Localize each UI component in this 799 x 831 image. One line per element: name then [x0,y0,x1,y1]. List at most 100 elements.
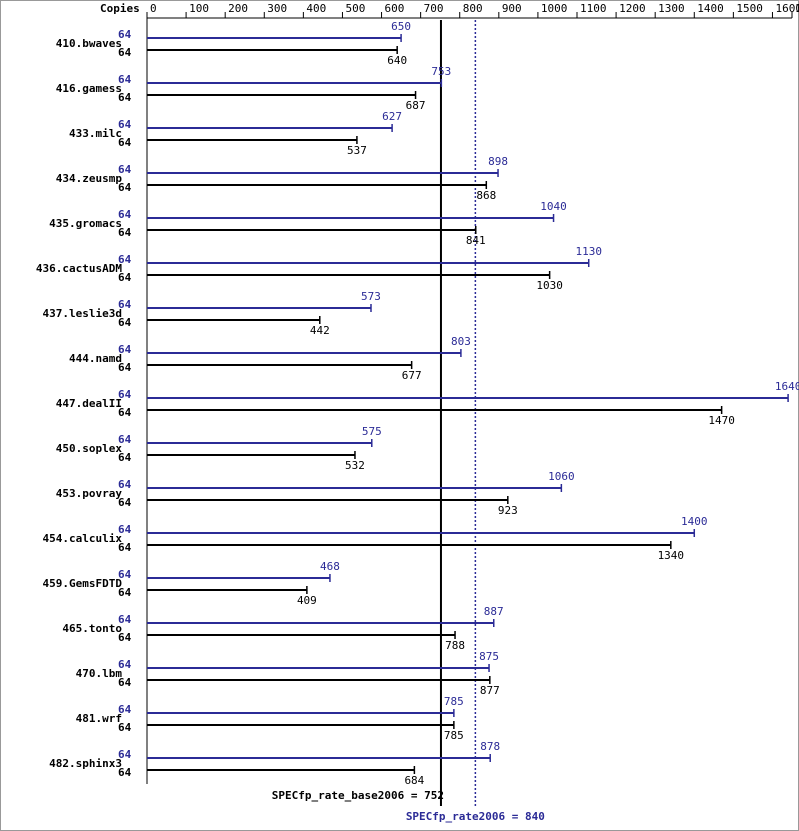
value-label: 409 [297,594,317,607]
x-tick-label: 900 [502,2,522,15]
x-tick-label: 200 [228,2,248,15]
value-label: 923 [498,504,518,517]
copies-label: 64 [118,298,132,311]
benchmark-label: 435.gromacs [49,217,122,230]
benchmark-label: 447.dealII [56,397,122,410]
x-tick-label: 500 [345,2,365,15]
copies-label: 64 [118,91,132,104]
value-label: 1400 [681,515,708,528]
value-label: 875 [479,650,499,663]
benchmark-label: 450.soplex [56,442,123,455]
benchmark-label: 434.zeusmp [56,172,123,185]
value-label: 753 [431,65,451,78]
copies-label: 64 [118,676,132,689]
x-tick-label: 600 [385,2,405,15]
value-label: 803 [451,335,471,348]
value-label: 573 [361,290,381,303]
x-tick-label: 0 [150,2,157,15]
benchmark-label: 453.povray [56,487,123,500]
copies-label: 64 [118,478,132,491]
copies-label: 64 [118,253,132,266]
value-label: 1030 [536,279,563,292]
copies-label: 64 [118,451,132,464]
benchmark-label: 481.wrf [76,712,122,725]
copies-label: 64 [118,406,132,419]
value-label: 627 [382,110,402,123]
copies-label: 64 [118,703,132,716]
copies-label: 64 [118,388,132,401]
value-label: 898 [488,155,508,168]
copies-label: 64 [118,181,132,194]
copies-label: 64 [118,226,132,239]
benchmark-label: 459.GemsFDTD [43,577,123,590]
value-label: 877 [480,684,500,697]
benchmark-label: 416.gamess [56,82,122,95]
value-label: 878 [480,740,500,753]
value-label: 785 [444,695,464,708]
x-tick-label: 1100 [580,2,607,15]
copies-label: 64 [118,631,132,644]
copies-label: 64 [118,316,132,329]
copies-label: 64 [118,766,132,779]
value-label: 684 [404,774,424,787]
x-tick-label: 1600 [775,2,799,15]
value-label: 677 [402,369,422,382]
copies-label: 64 [118,433,132,446]
copies-label: 64 [118,163,132,176]
copies-label: 64 [118,46,132,59]
copies-label: 64 [118,586,132,599]
benchmark-label: 454.calculix [43,532,123,545]
value-label: 575 [362,425,382,438]
benchmark-label: 444.namd [69,352,122,365]
x-tick-label: 800 [463,2,483,15]
copies-label: 64 [118,613,132,626]
value-label: 868 [476,189,496,202]
x-tick-label: 1650 [795,2,799,15]
copies-label: 64 [118,136,132,149]
x-tick-label: 1500 [736,2,763,15]
value-label: 1470 [708,414,735,427]
copies-label: 64 [118,361,132,374]
x-tick-label: 700 [424,2,444,15]
value-label: 1340 [658,549,685,562]
copies-label: 64 [118,721,132,734]
value-label: 532 [345,459,365,472]
copies-label: 64 [118,271,132,284]
benchmark-label: 465.tonto [62,622,122,635]
copies-label: 64 [118,496,132,509]
x-tick-label: 100 [189,2,209,15]
x-tick-label: 1400 [697,2,724,15]
value-label: 887 [484,605,504,618]
value-label: 442 [310,324,330,337]
x-tick-label: 1300 [658,2,685,15]
copies-label: 64 [118,541,132,554]
benchmark-label: 482.sphinx3 [49,757,122,770]
copies-label: 64 [118,118,132,131]
value-label: 640 [387,54,407,67]
copies-label: 64 [118,658,132,671]
x-tick-label: 1000 [541,2,568,15]
value-label: 687 [406,99,426,112]
value-label: 841 [466,234,486,247]
benchmark-label: 433.milc [69,127,122,140]
benchmark-label: 470.lbm [76,667,123,680]
value-label: 537 [347,144,367,157]
copies-label: 64 [118,28,132,41]
value-label: 1640 [775,380,799,393]
value-label: 785 [444,729,464,742]
value-label: 1060 [548,470,575,483]
copies-label: 64 [118,568,132,581]
reference-label: SPECfp_rate2006 = 840 [406,810,545,823]
reference-label: SPECfp_rate_base2006 = 752 [272,789,444,802]
copies-label: 64 [118,73,132,86]
benchmark-label: 410.bwaves [56,37,122,50]
x-tick-label: 400 [306,2,326,15]
value-label: 1040 [540,200,567,213]
copies-label: 64 [118,343,132,356]
x-tick-label: 300 [267,2,287,15]
benchmark-label: 436.cactusADM [36,262,122,275]
value-label: 650 [391,20,411,33]
benchmark-label: 437.leslie3d [43,307,122,320]
copies-label: 64 [118,748,132,761]
